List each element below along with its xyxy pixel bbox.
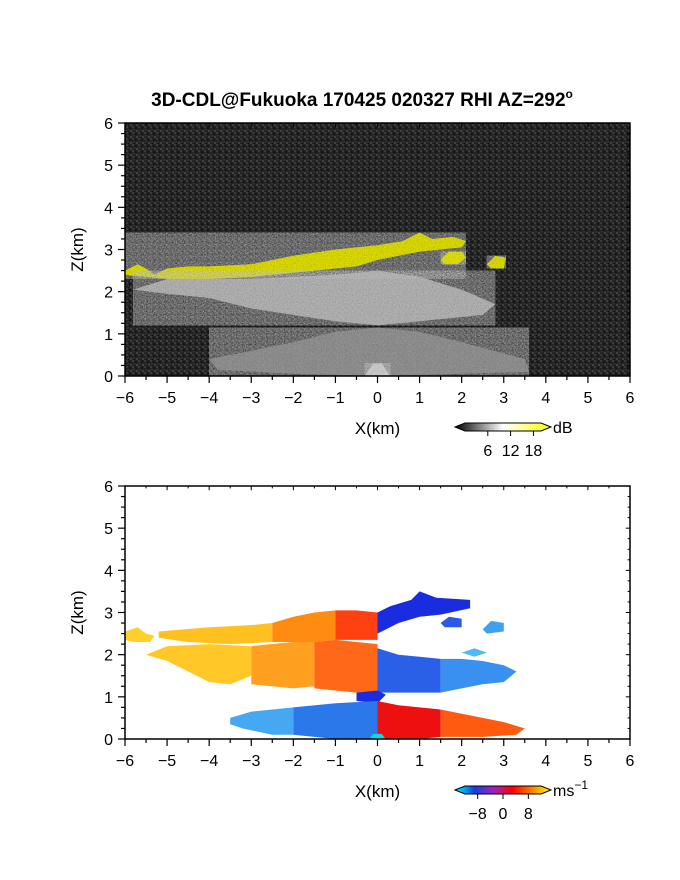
x-tick-label: 2: [457, 390, 466, 407]
x-tick-label: 6: [626, 390, 635, 407]
y-tick-label: 2: [104, 648, 113, 665]
x-tick-label: 4: [541, 753, 550, 770]
x-tick-label: 5: [583, 390, 592, 407]
colorbar-tick-label: 18: [525, 443, 543, 460]
y-tick-label: 3: [104, 243, 113, 260]
x-axis-label: X(km): [355, 782, 400, 801]
velocity-region-7: [146, 644, 252, 685]
x-tick-label: 6: [626, 753, 635, 770]
x-tick-label: 3: [499, 390, 508, 407]
strong-return-2: [486, 255, 506, 269]
x-axis-label: X(km): [355, 419, 400, 438]
weak-return-5: [364, 363, 391, 376]
velocity-region-6: [482, 620, 504, 634]
x-tick-label: −2: [284, 390, 302, 407]
x-tick-label: −6: [116, 390, 134, 407]
colorbar: [453, 785, 553, 795]
colorbar-unit: dB: [553, 420, 573, 437]
x-tick-label: 0: [373, 753, 382, 770]
velocity-region-15: [293, 701, 378, 739]
colorbar-tick-label: 6: [483, 443, 492, 460]
x-tick-label: 1: [415, 753, 424, 770]
velocity-region-11: [440, 658, 517, 693]
x-tick-label: −6: [116, 753, 134, 770]
weak-return-4: [209, 327, 529, 376]
x-tick-label: −3: [242, 390, 260, 407]
x-tick-label: 4: [541, 390, 550, 407]
y-tick-label: 5: [104, 158, 113, 175]
y-axis-label: Z(km): [68, 227, 87, 271]
velocity-region-2: [272, 610, 336, 642]
velocity-region-13: [356, 690, 386, 704]
x-tick-label: 2: [457, 753, 466, 770]
y-tick-label: 0: [104, 732, 113, 749]
y-tick-label: 5: [104, 521, 113, 538]
y-tick-label: 1: [104, 327, 113, 344]
velocity-region-3: [335, 610, 378, 640]
y-tick-label: 1: [104, 690, 113, 707]
strong-return-0: [125, 232, 466, 279]
x-tick-label: −1: [326, 390, 344, 407]
velocity-region-4: [377, 591, 471, 634]
colorbar: [453, 422, 553, 432]
velocity-region-18: [369, 733, 386, 739]
colorbar-tick-label: 0: [499, 806, 508, 823]
x-tick-label: 1: [415, 390, 424, 407]
x-tick-label: −5: [158, 390, 176, 407]
colorbar-tick-label: −8: [469, 806, 487, 823]
y-tick-label: 4: [104, 200, 113, 217]
velocity-region-14: [230, 707, 294, 735]
y-tick-label: 3: [104, 606, 113, 623]
velocity-region-16: [377, 701, 441, 739]
x-tick-label: −4: [200, 753, 218, 770]
x-tick-label: 0: [373, 390, 382, 407]
figure-title: 3D-CDL@Fukuoka 170425 020327 RHI AZ=292o: [151, 87, 573, 111]
weak-return-3: [133, 270, 496, 326]
velocity-region-17: [440, 709, 525, 737]
y-axis-label: Z(km): [68, 590, 87, 634]
y-tick-label: 6: [104, 116, 113, 133]
x-tick-label: −1: [326, 753, 344, 770]
y-tick-label: 0: [104, 369, 113, 386]
colorbar-tick-label: 12: [502, 443, 520, 460]
velocity-region-10: [377, 648, 441, 693]
velocity-region-12: [461, 648, 487, 657]
velocity-region-5: [440, 616, 462, 628]
x-tick-label: 5: [583, 753, 592, 770]
velocity-region-9: [314, 639, 378, 693]
velocity-region-0: [125, 627, 155, 642]
x-tick-label: −3: [242, 753, 260, 770]
strong-return-1: [440, 251, 466, 265]
x-tick-label: −2: [284, 753, 302, 770]
x-tick-label: −5: [158, 753, 176, 770]
y-tick-label: 4: [104, 563, 113, 580]
x-tick-label: −4: [200, 390, 218, 407]
velocity-region-8: [251, 642, 315, 689]
y-tick-label: 2: [104, 285, 113, 302]
colorbar-unit: ms−1: [553, 778, 588, 800]
x-tick-label: 3: [499, 753, 508, 770]
colorbar-tick-label: 8: [524, 806, 533, 823]
y-tick-label: 6: [104, 479, 113, 496]
velocity-region-1: [158, 623, 273, 645]
